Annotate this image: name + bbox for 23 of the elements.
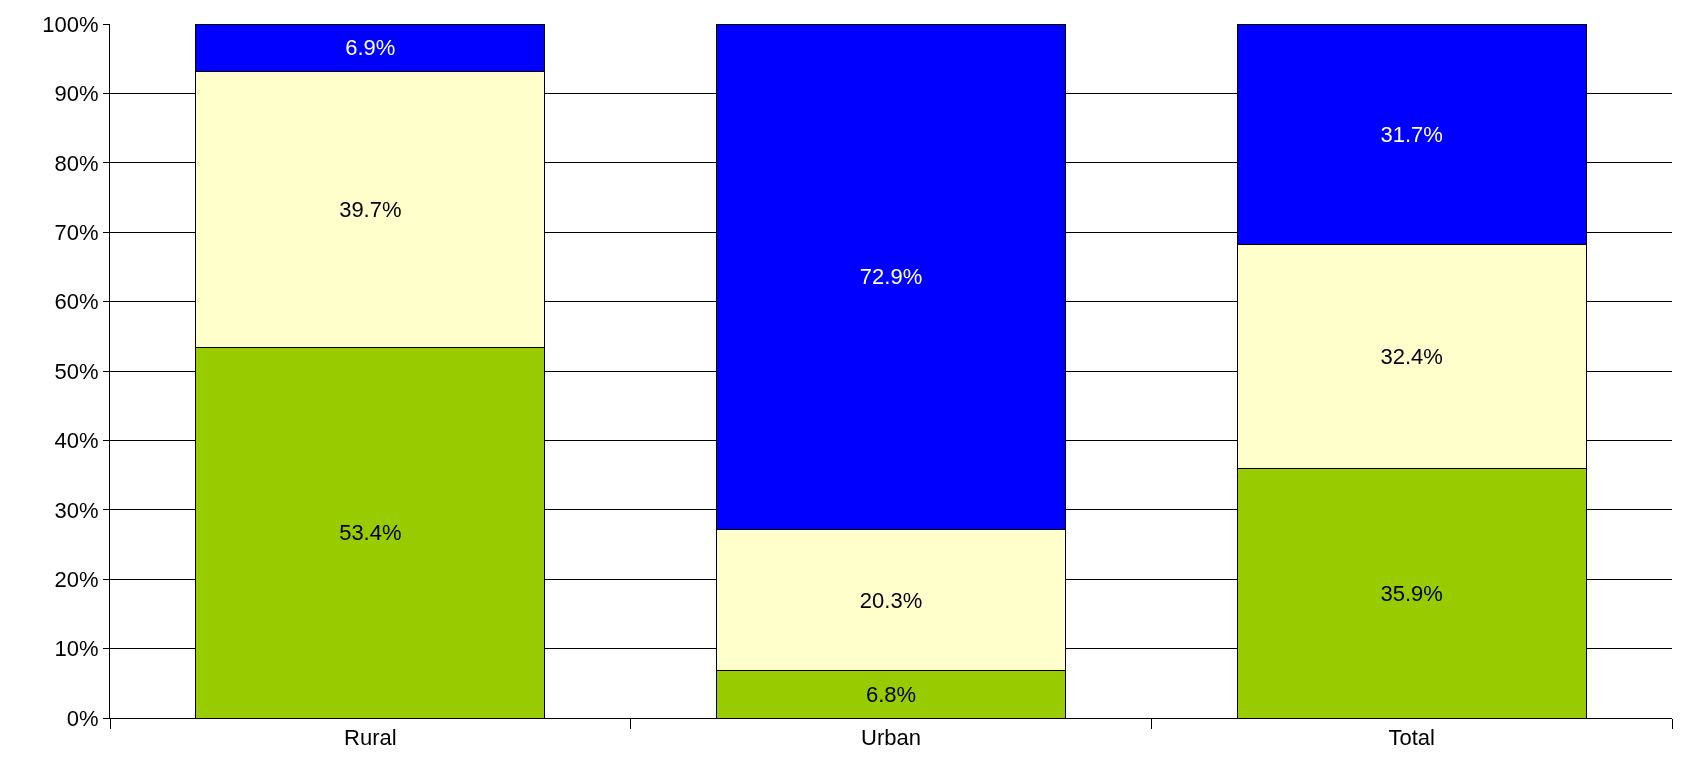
y-tick-label: 10%: [54, 636, 99, 662]
y-tick-label: 70%: [54, 219, 99, 245]
data-label: 53.4%: [339, 520, 402, 546]
data-label: 31.7%: [1380, 121, 1443, 147]
x-tick-label: Urban: [861, 725, 921, 751]
data-label: 6.9%: [345, 35, 396, 61]
y-tick-label: 40%: [54, 428, 99, 454]
y-tick-label: 50%: [54, 358, 99, 384]
y-tick-label: 90%: [54, 81, 99, 107]
data-label: 20.3%: [859, 587, 923, 613]
x-tick-label: Rural: [344, 725, 397, 751]
data-label: 35.9%: [1380, 580, 1443, 606]
y-tick-label: 0%: [66, 705, 99, 731]
x-tick-label: Total: [1388, 725, 1435, 751]
y-tick-label: 80%: [54, 150, 99, 176]
y-tick-label: 30%: [54, 497, 99, 523]
data-label: 32.4%: [1380, 343, 1443, 369]
data-label: 6.8%: [865, 681, 917, 707]
y-tick-label: 60%: [54, 289, 99, 315]
y-tick-label: 20%: [54, 566, 99, 592]
y-tick-label: 100%: [42, 11, 99, 37]
data-label: 39.7%: [339, 197, 402, 223]
data-label: 72.9%: [859, 264, 923, 290]
